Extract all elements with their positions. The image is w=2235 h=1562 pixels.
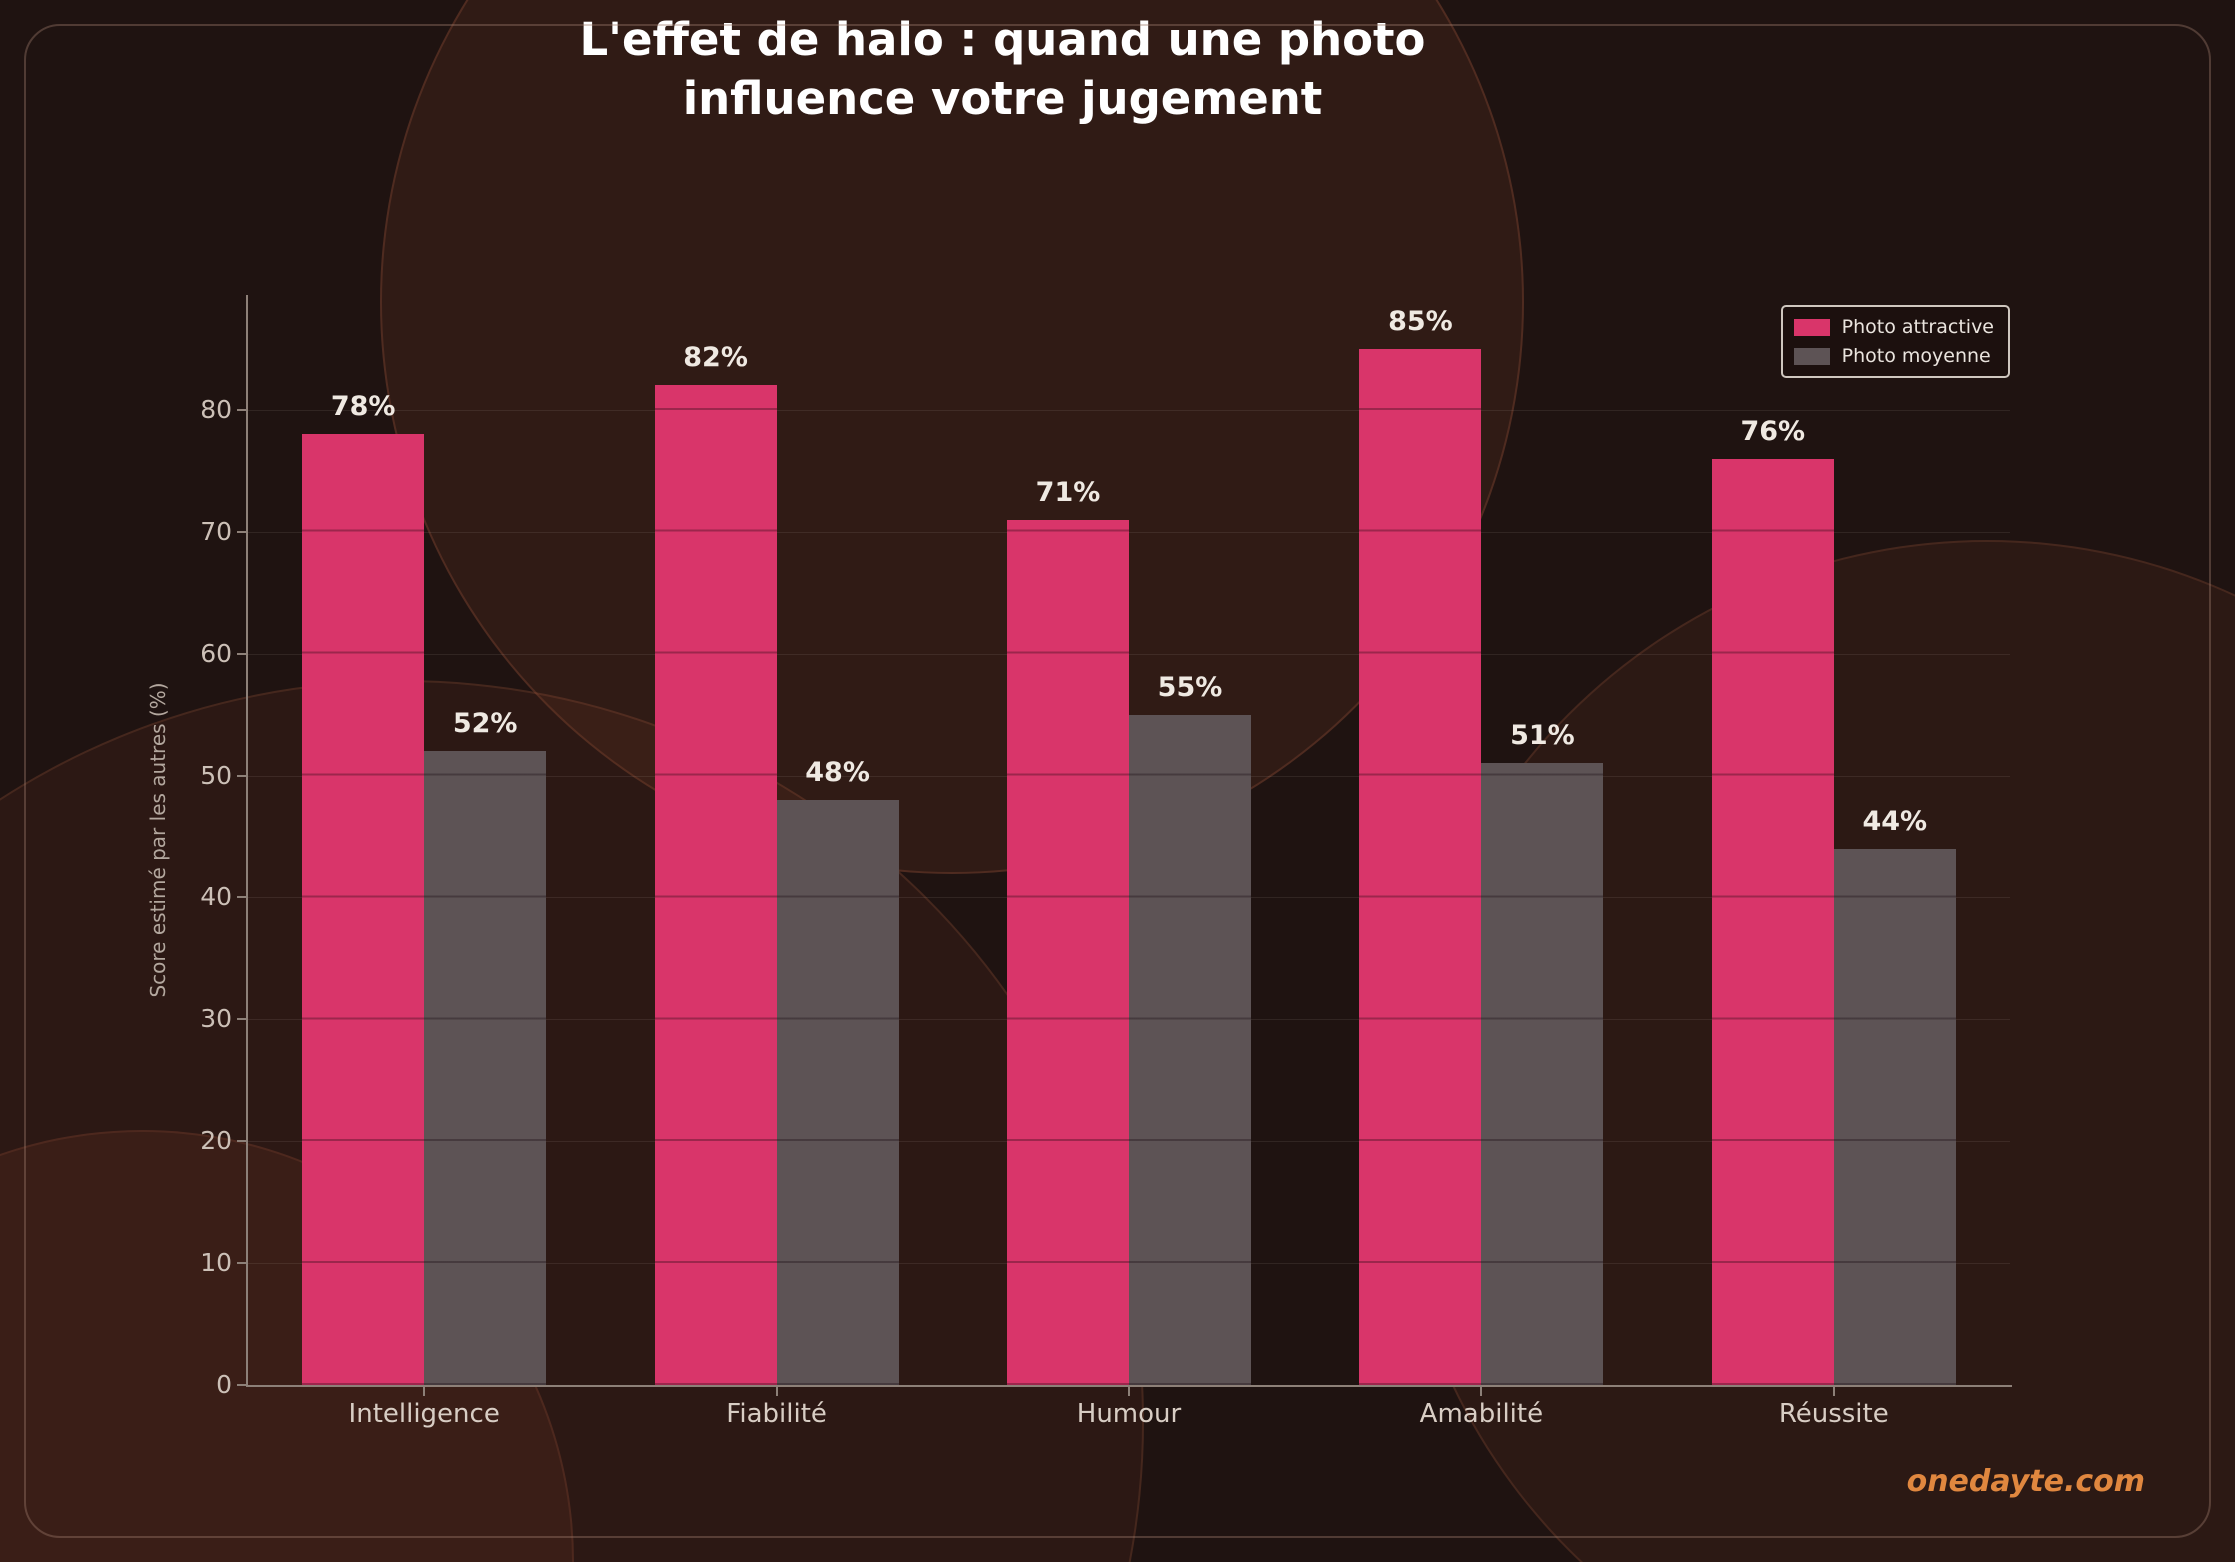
legend-swatch-attractive [1793, 318, 1830, 336]
y-tick-20 [237, 1140, 247, 1143]
bar-Photo attractive-Intelligence [302, 434, 425, 1385]
bar-Photo moyenne-Amabilité [1481, 763, 1604, 1385]
chart-title: L'effet de halo : quand une photo influe… [0, 10, 2005, 129]
y-tick-label-70: 70 [200, 516, 232, 546]
y-tick-label-30: 30 [200, 1004, 232, 1034]
x-axis-line [246, 1385, 2012, 1387]
legend: Photo attractive Photo moyenne [1780, 305, 2010, 378]
x-tick-4 [1832, 1387, 1835, 1396]
bar-value-Photo moyenne-Fiabilité: 48% [805, 756, 870, 788]
bar-Photo moyenne-Intelligence [424, 751, 547, 1385]
y-tick-label-0: 0 [216, 1370, 232, 1399]
y-tick-40 [237, 896, 247, 899]
watermark: onedayte.com [1906, 1464, 2145, 1499]
bar-value-Photo moyenne-Humour: 55% [1157, 671, 1223, 703]
x-tick-label-0: Intelligence [348, 1399, 500, 1429]
chart-title-line2: influence votre jugement [682, 72, 1323, 126]
y-tick-0 [237, 1384, 247, 1386]
bar-Photo moyenne-Réussite [1833, 848, 1956, 1385]
bar-value-Photo attractive-Amabilité: 85% [1388, 305, 1453, 337]
y-tick-label-50: 50 [200, 760, 232, 790]
bar-Photo attractive-Humour [1007, 519, 1129, 1385]
bar-value-Photo moyenne-Amabilité: 51% [1510, 720, 1575, 752]
y-tick-label-60: 60 [200, 638, 232, 668]
y-tick-60 [237, 652, 247, 655]
x-tick-2 [1128, 1387, 1130, 1396]
x-tick-label-2: Humour [1076, 1399, 1182, 1429]
x-tick-1 [775, 1387, 778, 1396]
grid-line-70 [248, 531, 2010, 533]
y-tick-80 [237, 408, 247, 411]
y-tick-label-10: 10 [200, 1248, 232, 1278]
x-tick-3 [1480, 1387, 1483, 1396]
chart-title-line1: L'effet de halo : quand une photo [579, 13, 1426, 66]
y-axis-label: Score estimé par les autres (%) [146, 682, 170, 998]
bar-value-Photo attractive-Intelligence: 78% [330, 391, 396, 423]
y-axis-line [246, 295, 248, 1387]
bar-Photo attractive-Fiabilité [654, 385, 777, 1385]
bar-value-Photo attractive-Fiabilité: 82% [683, 342, 748, 374]
bar-value-Photo attractive-Réussite: 76% [1740, 415, 1806, 447]
y-tick-30 [237, 1018, 247, 1021]
y-tick-label-20: 20 [200, 1126, 232, 1156]
y-tick-50 [237, 774, 247, 777]
y-tick-70 [237, 530, 247, 533]
bar-value-Photo moyenne-Réussite: 44% [1862, 805, 1928, 837]
bar-Photo attractive-Amabilité [1359, 348, 1482, 1385]
y-tick-label-40: 40 [200, 882, 232, 912]
x-tick-label-4: Réussite [1778, 1399, 1889, 1429]
x-tick-0 [423, 1387, 426, 1396]
bar-Photo moyenne-Fiabilité [776, 799, 899, 1385]
legend-label-average: Photo moyenne [1841, 345, 1991, 367]
grid-line-60 [248, 653, 2010, 655]
x-tick-label-3: Amabilité [1419, 1399, 1544, 1429]
bar-value-Photo attractive-Humour: 71% [1035, 476, 1101, 508]
legend-item-average: Photo moyenne [1793, 345, 1994, 367]
x-tick-label-1: Fiabilité [726, 1399, 827, 1429]
legend-swatch-average [1793, 347, 1830, 365]
legend-label-attractive: Photo attractive [1841, 316, 1994, 338]
legend-item-attractive: Photo attractive [1793, 316, 1994, 338]
bar-Photo moyenne-Humour [1129, 714, 1251, 1385]
bar-value-Photo moyenne-Intelligence: 52% [452, 708, 518, 740]
bar-Photo attractive-Réussite [1711, 458, 1834, 1385]
y-tick-label-80: 80 [200, 394, 232, 424]
grid-line-80 [248, 409, 2010, 411]
y-tick-10 [237, 1262, 247, 1265]
